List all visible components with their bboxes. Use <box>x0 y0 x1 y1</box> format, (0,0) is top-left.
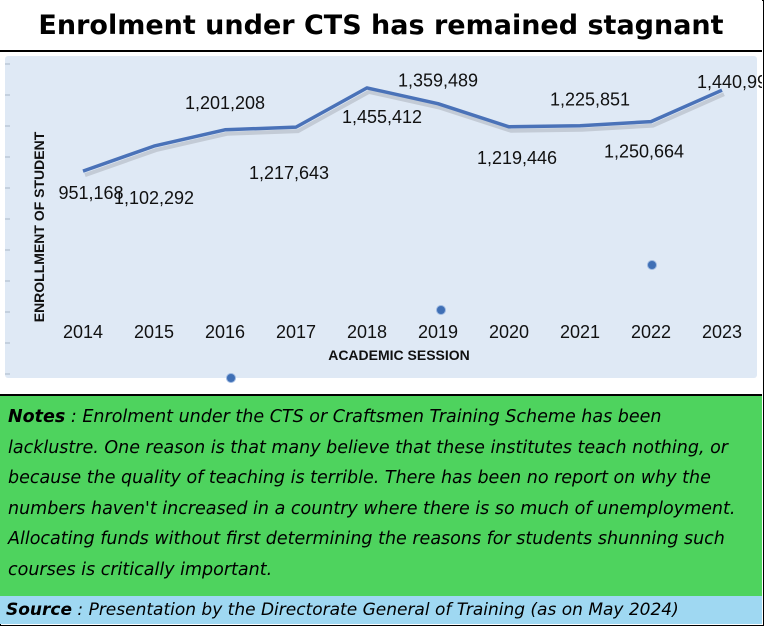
x-tick-label-2015: 2015 <box>134 322 174 342</box>
series-line-enrolment <box>82 86 723 173</box>
data-label-2021: 1,225,851 <box>550 90 630 110</box>
decorative-dot <box>647 260 657 270</box>
decorative-dot <box>226 373 236 383</box>
x-tick-label-2019: 2019 <box>418 322 458 342</box>
data-label-2017: 1,217,643 <box>249 163 329 183</box>
source-text: : Presentation by the Directorate Genera… <box>72 600 679 620</box>
x-axis-label: ACADEMIC SESSION <box>328 347 470 363</box>
chart-area: ENROLLMENT OF STUDENT ACADEMIC SESSION 2… <box>0 52 762 394</box>
decorative-dots <box>226 260 657 383</box>
data-label-2015: 1,102,292 <box>114 188 194 208</box>
x-tick-label-2020: 2020 <box>489 322 529 342</box>
source-box: Source : Presentation by the Directorate… <box>0 596 762 624</box>
data-label-2019: 1,359,489 <box>398 71 478 91</box>
notes-box: Notes : Enrolment under the CTS or Craft… <box>0 394 762 608</box>
data-label-2018: 1,455,412 <box>342 107 422 127</box>
y-axis-label: ENROLLMENT OF STUDENT <box>31 131 47 322</box>
x-tick-label-2018: 2018 <box>347 322 387 342</box>
data-label-2016: 1,201,208 <box>185 93 265 113</box>
source-label: Source <box>6 600 73 620</box>
x-tick-label-2022: 2022 <box>631 322 671 342</box>
data-label-2023: 1,440,994 <box>697 72 762 92</box>
x-tick-label-2023: 2023 <box>702 322 742 342</box>
enrolment-line-chart: ENROLLMENT OF STUDENT ACADEMIC SESSION 2… <box>5 56 762 383</box>
data-label-2022: 1,250,664 <box>604 142 684 162</box>
x-tick-label-2014: 2014 <box>63 322 103 342</box>
decorative-dot <box>436 305 446 315</box>
y-axis-ticks <box>5 63 10 375</box>
notes-label: Notes <box>8 407 66 427</box>
data-label-2014: 951,168 <box>58 183 123 203</box>
data-label-2020: 1,219,446 <box>477 148 557 168</box>
notes-text: : Enrolment under the CTS or Craftsmen T… <box>8 407 736 580</box>
page-title: Enrolment under CTS has remained stagnan… <box>0 0 762 52</box>
x-tick-labels: 2014 2015 2016 2017 2018 2019 2020 2021 2022 2023 <box>63 322 742 342</box>
series-line-shadow <box>84 89 725 177</box>
x-tick-label-2021: 2021 <box>560 322 600 342</box>
x-tick-label-2017: 2017 <box>276 322 316 342</box>
x-tick-label-2016: 2016 <box>205 322 245 342</box>
